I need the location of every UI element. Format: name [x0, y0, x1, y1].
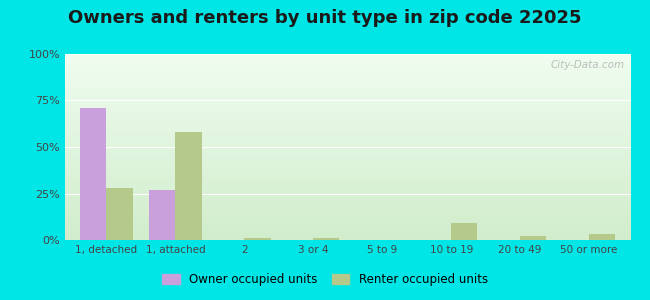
Bar: [244, 238, 270, 240]
Bar: [451, 223, 477, 240]
Legend: Owner occupied units, Renter occupied units: Owner occupied units, Renter occupied un…: [157, 269, 493, 291]
Bar: [176, 132, 202, 240]
Text: City-Data.com: City-Data.com: [551, 60, 625, 70]
Bar: [313, 238, 339, 240]
Text: Owners and renters by unit type in zip code 22025: Owners and renters by unit type in zip c…: [68, 9, 582, 27]
Bar: [520, 236, 547, 240]
Bar: [589, 234, 616, 240]
Bar: [149, 190, 176, 240]
Bar: [80, 108, 107, 240]
Bar: [107, 188, 133, 240]
